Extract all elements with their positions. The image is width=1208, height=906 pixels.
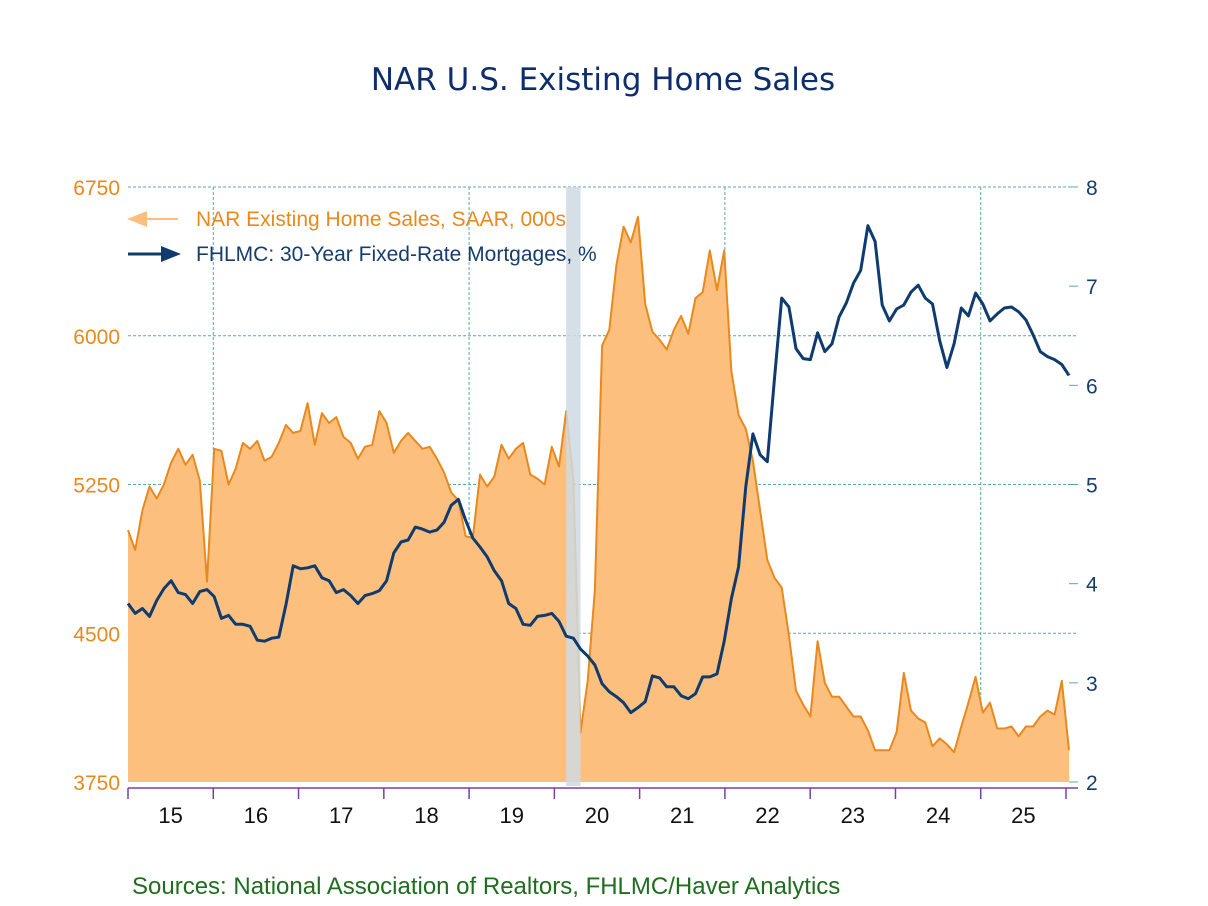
mortgage-line-layer — [126, 224, 1071, 715]
x-axis-tick-label: 16 — [244, 803, 268, 828]
recession-band — [566, 187, 581, 786]
right-axis-tick-label: 5 — [1086, 475, 1098, 498]
source-note: Sources: National Association of Realtor… — [132, 873, 840, 900]
x-axis-tick-label: 15 — [158, 803, 182, 828]
x-axis-tick-label: 23 — [841, 803, 865, 828]
x-axis-tick-label: 20 — [585, 803, 609, 828]
x-axis-tick-label: 22 — [755, 803, 779, 828]
right-axis-tick-label: 4 — [1086, 574, 1098, 597]
legend-item-mortgage: FHLMC: 30-Year Fixed-Rate Mortgages, % — [128, 243, 597, 266]
right-axis-tick-label: 7 — [1086, 276, 1098, 299]
left-axis-tick-label: 6000 — [73, 326, 120, 349]
left-axis-tick-label: 4500 — [73, 623, 120, 646]
left-axis-tick-label: 5250 — [73, 475, 120, 498]
left-arrow-icon — [127, 211, 147, 227]
legend-mortgage-label: FHLMC: 30-Year Fixed-Rate Mortgages, % — [196, 243, 597, 266]
right-arrow-icon — [161, 246, 181, 262]
x-axis-tick-label: 24 — [926, 803, 950, 828]
right-axis-tick-label: 3 — [1086, 673, 1098, 696]
x-axis-tick-label: 18 — [414, 803, 438, 828]
legend: NAR Existing Home Sales, SAAR, 000s FHLM… — [127, 208, 597, 266]
x-axis-tick-label: 19 — [499, 803, 523, 828]
right-axis-tick-label: 2 — [1086, 772, 1098, 795]
sales-area-layer — [127, 215, 1070, 783]
legend-item-home-sales: NAR Existing Home Sales, SAAR, 000s — [127, 208, 566, 231]
mortgage-line — [126, 224, 1071, 715]
x-axis-tick-label: 21 — [670, 803, 694, 828]
chart-title: NAR U.S. Existing Home Sales — [371, 62, 835, 98]
x-axis-tick-label: 25 — [1011, 803, 1035, 828]
right-axis-tick-label: 6 — [1086, 375, 1098, 398]
left-axis-tick-label: 6750 — [73, 177, 120, 200]
right-axis-tick-label: 8 — [1086, 177, 1098, 200]
left-axis-tick-label: 3750 — [73, 772, 120, 795]
x-axis-tick-label: 17 — [329, 803, 353, 828]
legend-sales-label: NAR Existing Home Sales, SAAR, 000s — [196, 208, 566, 231]
recession-layer — [566, 187, 581, 786]
sales-line — [127, 215, 1070, 754]
